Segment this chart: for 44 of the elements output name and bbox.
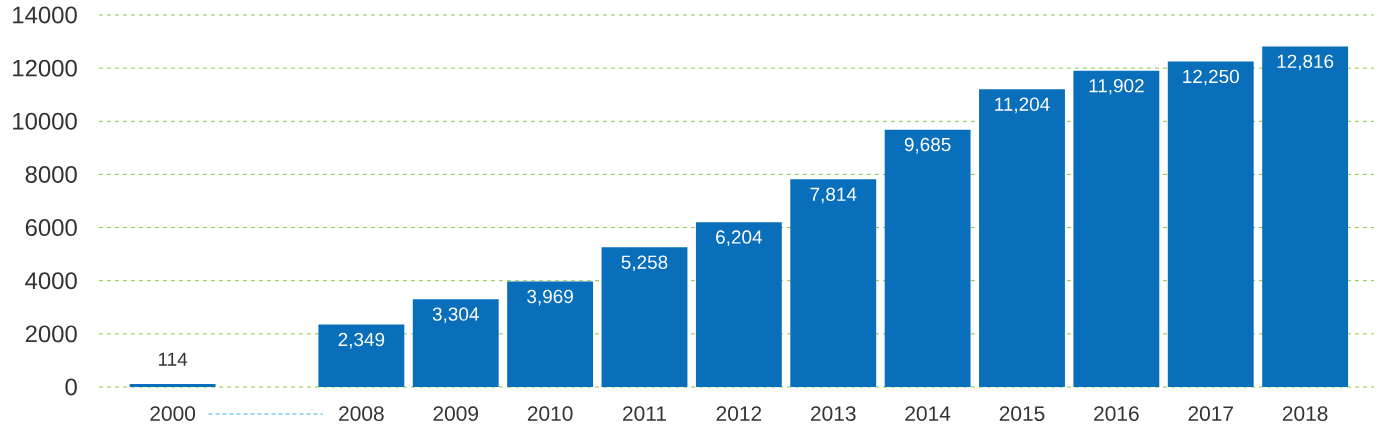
y-tick-label: 12000 — [13, 59, 77, 77]
x-tick-label: 2014 — [905, 406, 951, 422]
bar — [1073, 70, 1160, 387]
x-tick-label: 2012 — [716, 406, 762, 422]
x-tick-label: 2013 — [811, 406, 856, 422]
bar — [129, 383, 216, 387]
x-tick-label: 2008 — [339, 406, 384, 422]
y-tick-label: 10000 — [13, 112, 77, 130]
bar — [507, 281, 594, 387]
y-tick-label: 4000 — [25, 272, 77, 290]
bar — [1262, 46, 1349, 387]
x-tick-label: 2018 — [1282, 406, 1328, 422]
x-tick-label: 2016 — [1094, 406, 1139, 422]
y-tick-label: 8000 — [25, 165, 77, 183]
y-tick-label: 0 — [65, 378, 77, 396]
data-label: 12,250 — [1183, 69, 1239, 86]
data-label: 5,258 — [621, 255, 668, 272]
data-label: 6,204 — [716, 230, 762, 246]
bar — [601, 247, 688, 387]
data-label: 3,969 — [527, 289, 573, 306]
bar — [318, 324, 405, 387]
bar — [790, 179, 877, 387]
y-tick-label: 6000 — [25, 219, 77, 237]
data-label: 11,204 — [995, 97, 1050, 114]
x-tick-label: 2017 — [1188, 406, 1233, 422]
data-label: 12,816 — [1277, 54, 1334, 71]
x-tick-label: 2015 — [999, 406, 1045, 422]
x-tick-label: 2009 — [433, 406, 478, 422]
data-label: 11,902 — [1089, 78, 1144, 95]
x-tick-label: 2010 — [527, 406, 573, 422]
bar — [979, 89, 1065, 387]
bar — [412, 299, 499, 387]
data-label: 9,685 — [904, 137, 951, 154]
x-tick-label: 2000 — [150, 406, 196, 422]
bar — [884, 129, 971, 387]
bar — [695, 222, 782, 387]
y-tick-label: 14000 — [13, 6, 77, 24]
data-label: 2,349 — [338, 332, 385, 349]
bar — [1167, 61, 1254, 387]
x-tick-label: 2011 — [623, 406, 666, 422]
data-label: 3,304 — [432, 307, 479, 324]
data-label: 7,814 — [810, 187, 857, 204]
y-tick-label: 2000 — [25, 325, 77, 343]
data-label: 114 — [158, 352, 188, 366]
